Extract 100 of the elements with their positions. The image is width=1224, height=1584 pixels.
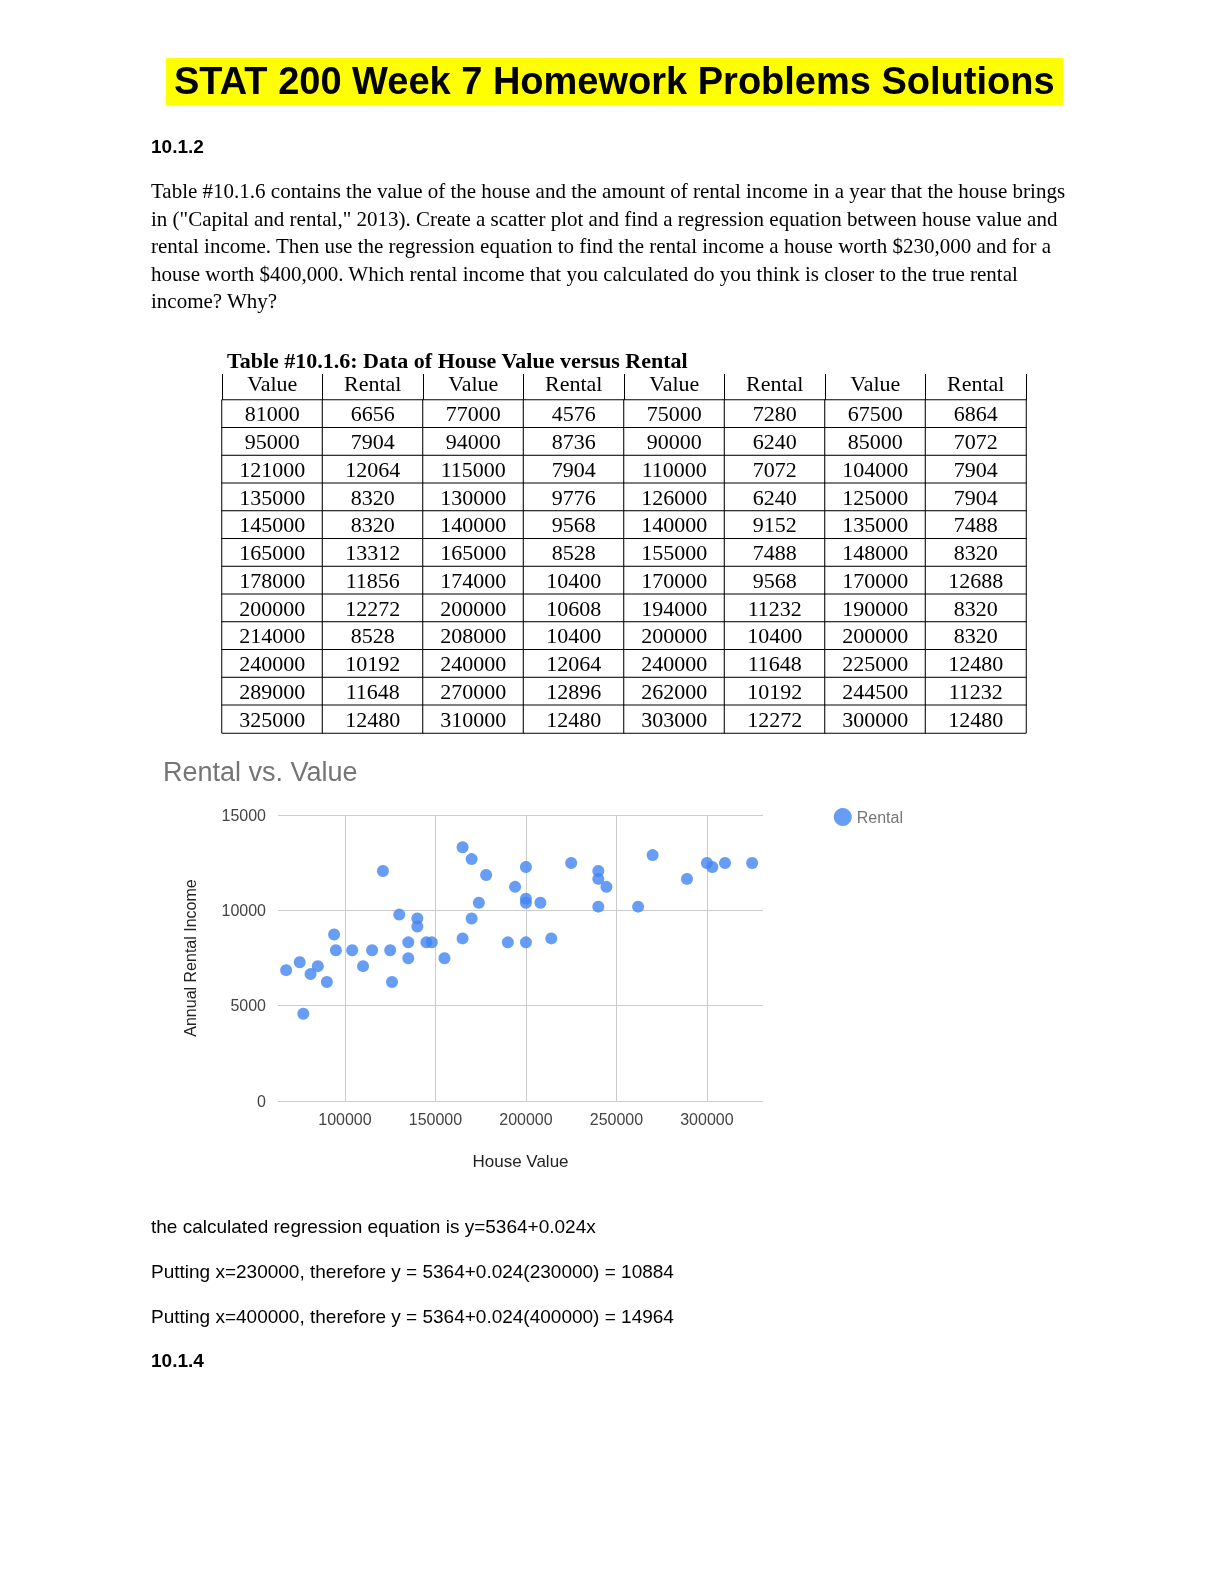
data-label: 200000 (842, 623, 909, 649)
data-label: 12688 (948, 567, 1004, 593)
data-label: 126000 (641, 484, 708, 510)
data-label: 6656 (350, 401, 395, 427)
x-tick-label: Rental (545, 370, 603, 396)
data-label: 8528 (350, 623, 395, 649)
data-label: 6240 (752, 484, 797, 510)
x-tick-label: Value (448, 370, 499, 396)
data-label: 200000 (239, 595, 306, 621)
data-label: 7488 (953, 512, 998, 538)
text: 10.1.2 (151, 136, 204, 158)
data-label: 9568 (752, 567, 797, 593)
data-label: 9152 (752, 512, 797, 538)
data-label: 81000 (244, 401, 300, 427)
data-label: 85000 (847, 429, 903, 455)
text: Table #10.1.6 contains the value of the house and the amount of rental income in a year that the house brings in ("Capital and rental," 2013). Create a scatter plot and find a regression equation between house value and rental income. Then use the regression equation to find the rental income a house worth $230,000 and for a house worth $400,000. Which rental income that you calculated do you think is closer to the true rental income? Why? (151, 178, 1067, 315)
data-label: 12272 (345, 595, 401, 621)
data-label: 145000 (239, 512, 306, 538)
text: the calculated regression equation is y=5364+0.024x (151, 1216, 596, 1238)
data-label: 110000 (641, 456, 707, 482)
data-label: 7904 (350, 429, 395, 455)
data-label: 10192 (747, 678, 803, 704)
data-label: 240000 (641, 651, 708, 677)
data-label: 7904 (953, 456, 998, 482)
data-label: 155000 (641, 540, 708, 566)
x-tick-label: Value (247, 370, 298, 396)
data-label: 125000 (842, 484, 909, 510)
data-label: 8320 (953, 540, 998, 566)
data-label: 12480 (948, 651, 1004, 677)
text: Putting x=400000, therefore y = 5364+0.024(400000) = 14964 (151, 1306, 674, 1328)
data-label: 214000 (239, 623, 306, 649)
data-label: 12480 (948, 706, 1004, 732)
data-label: 240000 (239, 651, 306, 677)
x-tick-label: 150000 (408, 1110, 463, 1128)
data-label: 77000 (445, 401, 501, 427)
data-label: 310000 (440, 706, 507, 732)
y-tick-label: 0 (257, 1092, 267, 1110)
data-label: 174000 (440, 567, 507, 593)
data-label: 104000 (842, 456, 909, 482)
data-label: 148000 (842, 540, 909, 566)
data-label: 12064 (345, 456, 401, 482)
data-label: 190000 (842, 595, 909, 621)
data-label: 12064 (546, 651, 602, 677)
data-label: 178000 (239, 567, 306, 593)
data-label: 121000 (239, 456, 306, 482)
data-label: 7904 (551, 456, 596, 482)
data-label: 11648 (747, 651, 802, 677)
legend-label: Rental (856, 808, 903, 826)
data-label: 75000 (646, 401, 702, 427)
data-label: 94000 (445, 429, 501, 455)
data-label: 135000 (239, 484, 306, 510)
chart-title: Table #10.1.6: Data of House Value versus Rental (227, 347, 688, 373)
chart-title: Rental vs. Value (163, 756, 358, 787)
data-label: 289000 (239, 678, 306, 704)
data-label: 13312 (345, 540, 401, 566)
data-label: 11856 (345, 567, 400, 593)
data-label: 165000 (440, 540, 507, 566)
data-label: 6864 (953, 401, 998, 427)
y-axis-title: Annual Rental Income (181, 879, 199, 1037)
data-label: 8528 (551, 540, 596, 566)
data-label: 200000 (440, 595, 507, 621)
data-label: 7280 (752, 401, 797, 427)
data-label: 200000 (641, 623, 708, 649)
data-label: 325000 (239, 706, 306, 732)
data-label: 303000 (641, 706, 708, 732)
data-label: 10400 (546, 567, 602, 593)
data-label: 240000 (440, 651, 507, 677)
y-tick-label: 10000 (221, 901, 267, 919)
data-label: 140000 (641, 512, 708, 538)
x-tick-label: Value (850, 370, 901, 396)
data-label: 7904 (953, 484, 998, 510)
data-label: 262000 (641, 678, 708, 704)
data-label: 7072 (953, 429, 998, 455)
data-label: 208000 (440, 623, 507, 649)
data-label: 10192 (345, 651, 401, 677)
data-label: 12480 (345, 706, 401, 732)
y-tick-label: 5000 (230, 997, 267, 1015)
text: STAT 200 Week 7 Homework Problems Solutions (166, 58, 1063, 105)
data-label: 10400 (747, 623, 803, 649)
x-tick-label: Rental (947, 370, 1005, 396)
data-label: 140000 (440, 512, 507, 538)
data-label: 8320 (350, 512, 395, 538)
x-axis-title: House Value (472, 1152, 569, 1171)
data-label: 8320 (953, 623, 998, 649)
data-label: 8320 (953, 595, 998, 621)
data-label: 95000 (244, 429, 300, 455)
x-tick-label: 250000 (589, 1110, 644, 1128)
data-label: 11232 (948, 678, 1003, 704)
data-label: 9568 (551, 512, 596, 538)
data-label: 165000 (239, 540, 306, 566)
data-label: 11648 (345, 678, 400, 704)
data-label: 225000 (842, 651, 909, 677)
data-label: 8320 (350, 484, 395, 510)
x-tick-label: Rental (344, 370, 402, 396)
data-label: 170000 (641, 567, 708, 593)
data-label: 115000 (440, 456, 506, 482)
data-label: 300000 (842, 706, 909, 732)
x-tick-label: Value (649, 370, 700, 396)
data-label: 10400 (546, 623, 602, 649)
data-label: 7072 (752, 456, 797, 482)
